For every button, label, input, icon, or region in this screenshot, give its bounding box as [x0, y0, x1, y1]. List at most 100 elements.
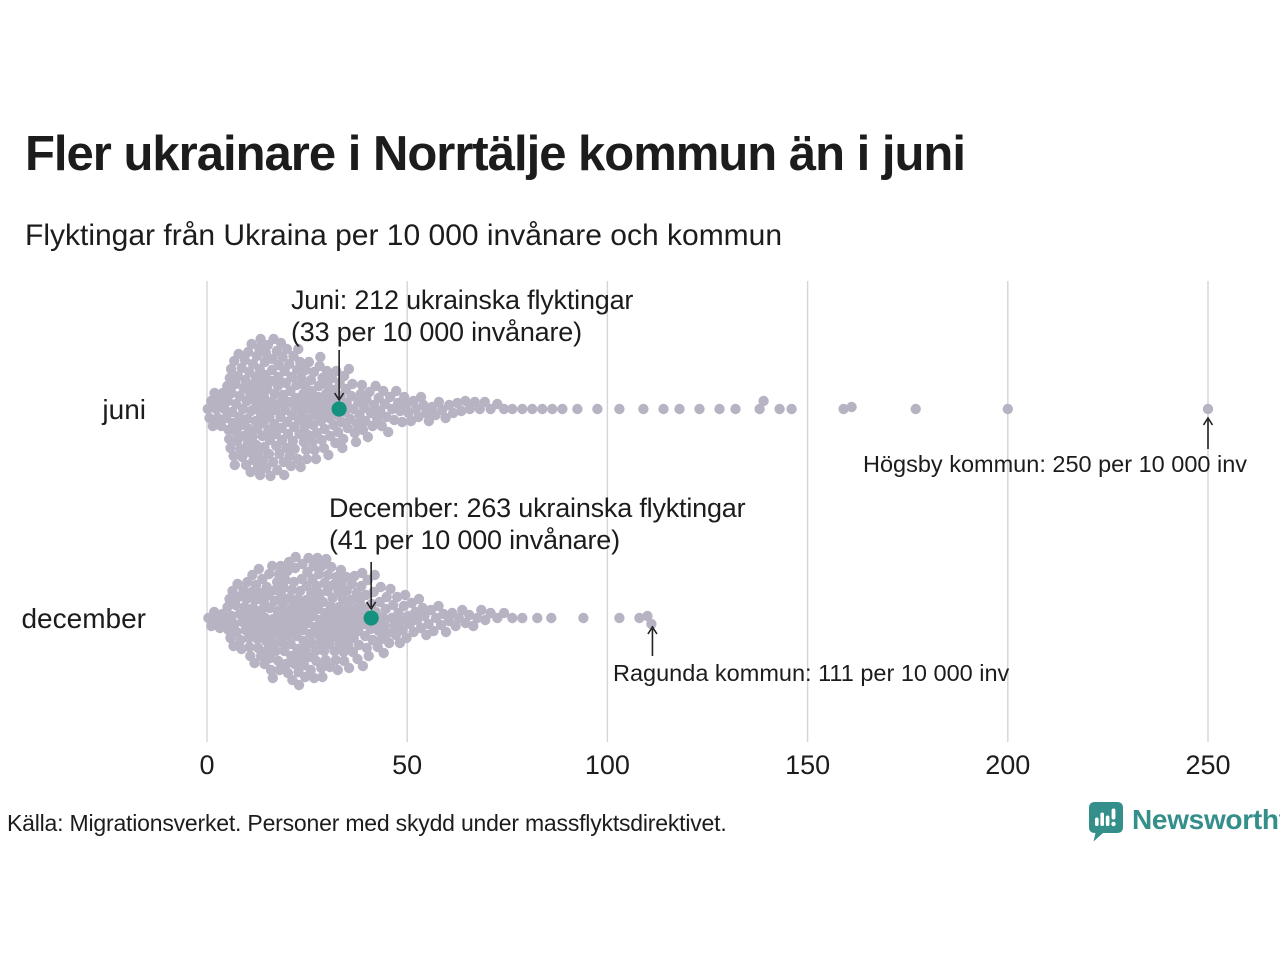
municipality-dot [228, 640, 239, 652]
municipality-dot [316, 434, 327, 446]
municipality-dot [638, 403, 649, 415]
municipality-dot [317, 671, 328, 683]
municipality-dot [379, 619, 390, 631]
municipality-dot [314, 588, 325, 600]
municipality-dot [578, 612, 589, 624]
municipality-dot [225, 442, 236, 454]
municipality-dot [400, 589, 411, 601]
municipality-dot [273, 568, 285, 580]
municipality-dot [237, 451, 248, 463]
municipality-dot [315, 637, 326, 649]
municipality-dot [415, 391, 427, 403]
municipality-dot [222, 601, 233, 613]
municipality-dot [332, 664, 343, 676]
municipality-dot [388, 599, 399, 611]
municipality-dot [237, 616, 248, 628]
municipality-dot [262, 383, 273, 395]
municipality-dot [319, 423, 330, 435]
municipality-dot [273, 655, 284, 667]
municipality-dot [350, 436, 362, 448]
municipality-dot [310, 645, 321, 657]
municipality-dot [383, 426, 394, 438]
municipality-dot [241, 395, 252, 407]
municipality-dot [260, 612, 271, 624]
municipality-dot [310, 453, 322, 465]
municipality-dot [313, 391, 324, 403]
municipality-dot [298, 635, 309, 647]
municipality-dot [229, 618, 240, 630]
municipality-dot [293, 679, 305, 691]
municipality-dot [291, 364, 303, 376]
municipality-dot [301, 453, 312, 465]
municipality-dot [315, 351, 326, 363]
municipality-dot [243, 346, 254, 358]
municipality-dot [226, 387, 237, 399]
municipality-dot [338, 433, 349, 445]
municipality-dot [614, 612, 625, 624]
municipality-dot [356, 379, 368, 391]
municipality-dot [309, 444, 320, 456]
municipality-dot [239, 601, 250, 613]
municipality-dot [634, 612, 645, 624]
municipality-dot [222, 395, 234, 407]
municipality-dot [846, 401, 857, 413]
municipality-dot [284, 592, 295, 604]
municipality-dot [370, 380, 381, 392]
municipality-dot [377, 611, 388, 623]
municipality-dot [254, 619, 265, 631]
municipality-dot [312, 552, 323, 564]
municipality-dot [287, 435, 298, 447]
municipality-dot [276, 590, 287, 602]
annotation-hogsby-arrowhead [1202, 416, 1214, 426]
municipality-dot [532, 612, 543, 624]
municipality-dot [255, 333, 266, 345]
municipality-dot [433, 600, 444, 612]
municipality-dot [260, 347, 272, 359]
municipality-dot [269, 388, 280, 400]
municipality-dot [527, 403, 538, 415]
municipality-dot [313, 380, 325, 392]
municipality-dot [212, 412, 223, 424]
municipality-dot [306, 587, 317, 599]
municipality-dot [327, 393, 338, 405]
municipality-dot [296, 372, 307, 384]
municipality-dot [279, 469, 290, 481]
municipality-dot [301, 444, 312, 456]
municipality-dot [298, 388, 309, 400]
municipality-dot [344, 624, 355, 636]
municipality-dot [537, 403, 548, 415]
municipality-dot [418, 399, 429, 411]
municipality-dot [325, 600, 336, 612]
municipality-dot [226, 610, 237, 622]
municipality-dot [337, 442, 348, 454]
municipality-dot [240, 624, 251, 636]
municipality-dot [910, 403, 921, 415]
municipality-dot [321, 553, 332, 565]
x-tick-label: 150 [785, 750, 831, 780]
municipality-dot [229, 459, 240, 471]
municipality-dot [270, 645, 282, 657]
municipality-dot [262, 644, 273, 656]
municipality-dot [286, 371, 297, 383]
municipality-dot [337, 593, 349, 605]
municipality-dot [295, 651, 306, 663]
municipality-dot [392, 591, 403, 603]
x-tick-label: 100 [584, 750, 630, 780]
municipality-dot [355, 610, 366, 622]
municipality-dot [546, 612, 557, 624]
municipality-dot [267, 672, 278, 684]
x-tick-label: 250 [1185, 750, 1231, 780]
municipality-dot [413, 593, 425, 605]
annotation-december-line2: (41 per 10 000 invånare) [329, 525, 620, 555]
x-tick-label: 200 [985, 750, 1031, 780]
municipality-dot [472, 612, 483, 624]
municipality-dot [249, 657, 260, 669]
municipality-dot [236, 643, 247, 655]
municipality-dot [244, 446, 255, 458]
municipality-dot [452, 397, 463, 409]
annotation-hogsby-outlier: Högsby kommun: 250 per 10 000 inv [863, 451, 1248, 477]
municipality-dot [307, 436, 318, 448]
municipality-dot [256, 604, 267, 616]
municipality-dot [250, 415, 261, 427]
